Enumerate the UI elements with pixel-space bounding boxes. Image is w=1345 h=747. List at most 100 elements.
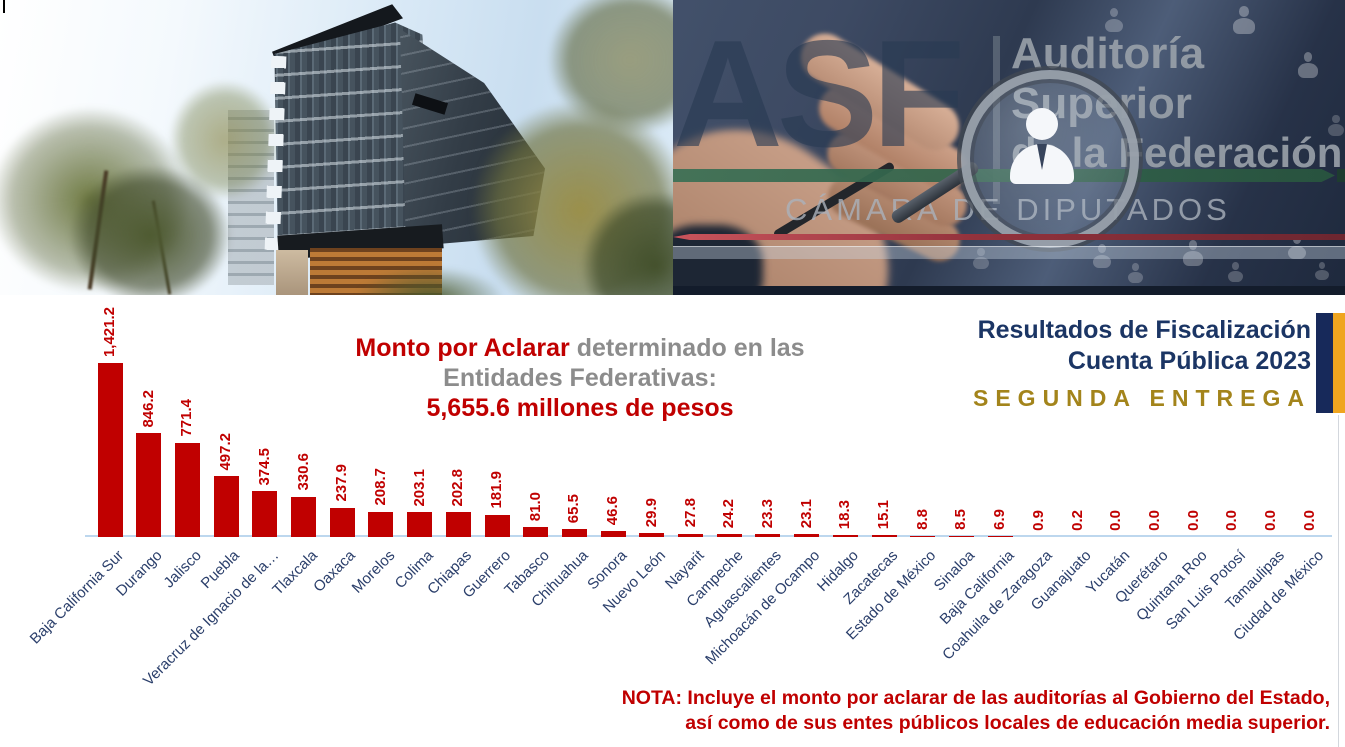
- bar-value-label: 0.9: [1029, 510, 1047, 531]
- bar-value-label: 23.1: [797, 498, 815, 529]
- person-icon: [1298, 52, 1318, 78]
- banner-gold-bar: [1333, 313, 1345, 413]
- bar-value-label: 8.8: [913, 509, 931, 530]
- footnote: NOTA: Incluye el monto por aclarar de la…: [550, 686, 1330, 736]
- bar: [136, 433, 162, 537]
- bar-value-label: 1,421.2: [101, 307, 118, 358]
- bar-value-label: 65.5: [565, 493, 583, 523]
- person-icon: [973, 248, 989, 269]
- bar: [639, 533, 665, 537]
- bar-value-label: 0.0: [1300, 510, 1318, 531]
- chart-title-line1: Monto por Aclarar determinado en las: [300, 333, 860, 363]
- person-icon: [1328, 115, 1344, 136]
- person-icon: [1233, 6, 1255, 34]
- bar-value-label: 18.3: [836, 499, 854, 529]
- building-pillar-illustration: [276, 250, 308, 295]
- bar-value-label: 0.0: [1107, 510, 1125, 531]
- footnote-line2: así como de sus entes públicos locales d…: [685, 712, 1330, 734]
- bar-category-label: Jalisco: [159, 547, 205, 592]
- person-tie-icon: [1037, 144, 1047, 170]
- bar-value-label: 0.0: [1223, 510, 1241, 531]
- bar-value-label: 771.4: [178, 399, 196, 437]
- bar-value-label: 46.6: [604, 496, 622, 526]
- bar-category-label: Morelos: [348, 547, 398, 597]
- person-icon: [1093, 244, 1111, 268]
- asf-title-line1: Auditoría: [1011, 29, 1205, 78]
- bar-category-label: Baja California Sur: [26, 547, 128, 648]
- chart-title-line2: Entidades Federativas:: [443, 364, 717, 392]
- bar-value-label: 0.2: [1068, 510, 1086, 531]
- bar-value-label: 374.5: [255, 447, 273, 486]
- bar: [291, 496, 316, 537]
- bar-chart: 1,421.2 Baja California Sur 846.2 Durango 77…: [0, 300, 1345, 747]
- chart-title-accent: Monto por Aclarar: [355, 334, 570, 362]
- bar: [948, 536, 974, 537]
- bar-value-label: 330.6: [294, 453, 312, 491]
- bar: [910, 535, 936, 537]
- bar: [678, 533, 703, 537]
- banner-entrega-label: SEGUNDA ENTREGA: [973, 385, 1311, 411]
- person-head-icon: [1026, 108, 1058, 140]
- bar-value-label: 6.9: [991, 509, 1009, 531]
- chart-title: Monto por Aclarar determinado en las Ent…: [300, 333, 860, 423]
- bar: [561, 529, 587, 537]
- translucent-band: [673, 246, 1345, 259]
- asf-logo-photo: ASF Auditoría Superior de la Federación …: [673, 0, 1345, 295]
- bar: [794, 534, 820, 537]
- bar: [97, 363, 123, 537]
- bar-value-label: 203.1: [410, 468, 428, 507]
- bar: [407, 512, 433, 537]
- bar: [832, 534, 858, 537]
- bar-value-label: 0.0: [1184, 510, 1202, 531]
- person-icon: [1128, 263, 1143, 283]
- bar: [716, 534, 742, 537]
- chart-title-rest: determinado en las: [569, 334, 805, 362]
- red-ribbon: [673, 234, 1345, 240]
- bar-value-label: 23.3: [758, 498, 776, 529]
- bar-value-label: 24.2: [720, 498, 738, 529]
- bar-value-label: 181.9: [488, 471, 505, 509]
- person-icon: [1105, 8, 1123, 32]
- bar-value-label: 81.0: [526, 491, 544, 522]
- bar-value-label: 27.8: [681, 498, 699, 528]
- photo-bottom-strip: [673, 286, 1345, 295]
- bar-value-label: 497.2: [217, 432, 235, 471]
- bar: [368, 511, 394, 537]
- tree-illustration: [40, 140, 260, 295]
- bar: [755, 534, 781, 537]
- person-icon: [1228, 262, 1243, 282]
- bar: [871, 535, 897, 537]
- bar-value-label: 202.8: [449, 468, 467, 507]
- x-axis-line: [85, 535, 1332, 537]
- report-banner: Resultados de Fiscalización Cuenta Públi…: [973, 315, 1311, 412]
- bar: [445, 512, 471, 537]
- person-icon: [1183, 240, 1203, 266]
- bar-value-label: 29.9: [642, 498, 660, 528]
- banner-navy-bar: [1316, 313, 1333, 413]
- bar: [174, 442, 200, 537]
- bar-value-label: 0.0: [1262, 510, 1279, 531]
- bar: [213, 476, 239, 537]
- banner-line2: Cuenta Pública 2023: [1067, 347, 1311, 375]
- bar-value-label: 8.5: [952, 509, 970, 530]
- asf-wordmark: ASF: [673, 9, 965, 179]
- text-cursor-artifact: [3, 0, 5, 13]
- bar-value-label: 208.7: [371, 467, 389, 506]
- banner-line1: Resultados de Fiscalización: [977, 316, 1311, 344]
- bar-value-label: 237.9: [333, 464, 351, 502]
- footnote-line1: NOTA: Incluye el monto por aclarar de la…: [621, 687, 1330, 709]
- bar-value-label: 15.1: [875, 499, 892, 530]
- bar: [523, 527, 549, 537]
- bar: [484, 514, 510, 537]
- bar: [987, 536, 1013, 537]
- person-icon: [1315, 262, 1329, 280]
- asf-building-photo: [0, 0, 673, 295]
- bar-value-label: 846.2: [139, 389, 157, 428]
- chart-title-total: 5,655.6 millones de pesos: [426, 394, 734, 422]
- green-ribbon-tip: [1336, 169, 1345, 182]
- bar: [329, 507, 355, 537]
- bar-value-label: 0.0: [1145, 510, 1163, 531]
- plot-right-border: [1338, 415, 1339, 747]
- bar: [600, 531, 626, 537]
- bar: [252, 491, 278, 537]
